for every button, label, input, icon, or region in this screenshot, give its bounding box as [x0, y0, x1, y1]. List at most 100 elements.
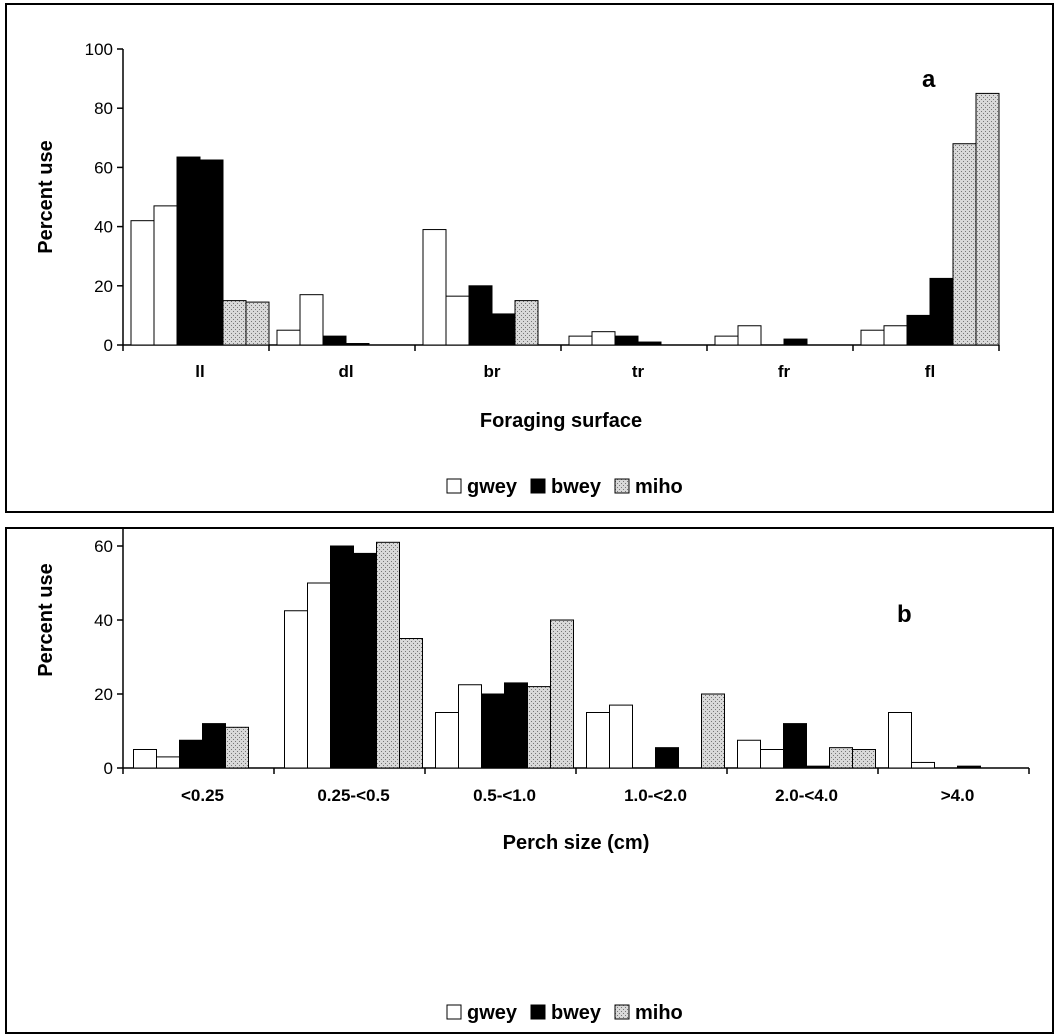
bar-gwey-2 [445, 295, 470, 346]
bar-gwey-0 [130, 220, 155, 346]
x-tick-label: fr [778, 362, 791, 381]
bar-gwey-1 [307, 582, 331, 769]
bar-gwey-2 [458, 684, 482, 769]
y-axis-label: Percent use [35, 140, 57, 253]
bar-bwey-2 [504, 682, 528, 769]
y-tick-label: 80 [94, 99, 113, 118]
y-tick-label: 0 [104, 336, 113, 355]
bar-gwey-3 [609, 704, 633, 769]
bar-bwey-0 [176, 156, 201, 346]
chart-panel-b: 020406080<0.250.25-<0.50.5-<1.01.0-<2.02… [5, 527, 1054, 1034]
x-tick-label: 0.25-<0.5 [317, 786, 389, 805]
bar-gwey-5 [860, 329, 885, 346]
bar-bwey-4 [783, 338, 808, 346]
bar-bwey-2 [491, 313, 516, 346]
x-tick-label: ll [195, 362, 204, 381]
x-tick-label: br [484, 362, 501, 381]
bar-gwey-2 [422, 229, 447, 346]
y-tick-label: 20 [94, 277, 113, 296]
bar-bwey-1 [330, 545, 354, 769]
legend-label-bwey: bwey [551, 1002, 602, 1024]
chart-a: 0 20 40 60 80 100 ll dl br tr fr fl Foraging surface… [35, 40, 1000, 498]
y-tick-label: 40 [94, 611, 113, 630]
legend-label-miho: miho [635, 1002, 683, 1024]
bar-gwey-3 [586, 712, 610, 769]
x-tick-label: 1.0-<2.0 [624, 786, 687, 805]
bar-bwey-1 [353, 552, 377, 769]
bar-bwey-1 [345, 343, 370, 346]
x-axis-label: Foraging surface [480, 410, 642, 432]
bar-gwey-1 [284, 610, 308, 769]
bar-bwey-0 [202, 723, 226, 769]
bar-miho-5 [975, 92, 1000, 346]
chart-panel-a: 0 20 40 60 80 100 ll dl br tr fr fl Foraging surface… [5, 3, 1054, 513]
legend-swatch-miho [614, 1004, 630, 1020]
bar-gwey-1 [299, 294, 324, 346]
x-tick-label: <0.25 [181, 786, 224, 805]
bar-miho-0 [225, 726, 249, 769]
legend-swatch-gwey [446, 1004, 462, 1020]
bar-bwey-5 [957, 765, 981, 769]
bar-bwey-0 [199, 159, 224, 346]
x-tick-label: fl [925, 362, 935, 381]
x-tick-label: tr [632, 362, 645, 381]
bar-gwey-4 [737, 325, 762, 346]
legend-swatch-miho [614, 478, 630, 494]
legend-label-bwey: bwey [551, 476, 602, 498]
legend-label-miho: miho [635, 476, 683, 498]
bar-gwey-4 [714, 335, 739, 346]
bar-miho-1 [399, 638, 423, 769]
bar-miho-0 [222, 300, 247, 346]
bar-bwey-2 [468, 285, 493, 346]
bar-gwey-3 [568, 335, 593, 346]
bar-gwey-4 [737, 739, 761, 769]
bar-gwey-3 [591, 331, 616, 346]
legend-swatch-bwey [530, 478, 546, 494]
bar-bwey-3 [637, 341, 662, 346]
x-tick-label: 0.5-<1.0 [473, 786, 536, 805]
bar-gwey-5 [888, 712, 912, 769]
bar-bwey-2 [481, 693, 505, 769]
bar-miho-3 [701, 693, 725, 769]
bar-miho-4 [829, 747, 853, 769]
bar-gwey-0 [156, 756, 180, 769]
bar-miho-4 [852, 749, 876, 769]
bar-miho-5 [952, 143, 977, 346]
bar-gwey-2 [435, 712, 459, 769]
bar-miho-2 [527, 686, 551, 769]
y-tick-label: 100 [85, 40, 113, 59]
bar-bwey-5 [906, 314, 931, 346]
y-axis-label: Percent use [35, 563, 57, 676]
bar-gwey-0 [133, 749, 157, 769]
bar-gwey-5 [883, 325, 908, 346]
bar-bwey-4 [806, 765, 830, 769]
bar-bwey-1 [322, 335, 347, 346]
legend-label-gwey: gwey [467, 1002, 518, 1024]
x-tick-label: 2.0-<4.0 [775, 786, 838, 805]
bar-gwey-5 [911, 761, 935, 769]
bar-gwey-1 [276, 329, 301, 346]
y-tick-label: 0 [104, 759, 113, 778]
chart-b: 020406080<0.250.25-<0.50.5-<1.01.0-<2.02… [35, 529, 1030, 1024]
panel-label: a [922, 66, 936, 93]
bar-bwey-0 [179, 739, 203, 769]
bar-miho-2 [550, 619, 574, 769]
x-axis-label: Perch size (cm) [503, 832, 650, 854]
legend-label-gwey: gwey [467, 476, 518, 498]
y-tick-label: 60 [94, 158, 113, 177]
bar-bwey-3 [614, 335, 639, 346]
bar-gwey-4 [760, 749, 784, 769]
x-tick-label: >4.0 [941, 786, 975, 805]
legend-swatch-bwey [530, 1004, 546, 1020]
bar-gwey-0 [153, 205, 178, 346]
bar-miho-1 [376, 541, 400, 769]
y-tick-label: 40 [94, 218, 113, 237]
bar-bwey-5 [929, 277, 954, 346]
bar-bwey-4 [783, 723, 807, 769]
bar-bwey-3 [655, 747, 679, 769]
legend-swatch-gwey [446, 478, 462, 494]
bar-miho-0 [245, 301, 270, 346]
x-tick-label: dl [338, 362, 353, 381]
y-tick-label: 20 [94, 685, 113, 704]
panel-label: b [897, 601, 912, 628]
